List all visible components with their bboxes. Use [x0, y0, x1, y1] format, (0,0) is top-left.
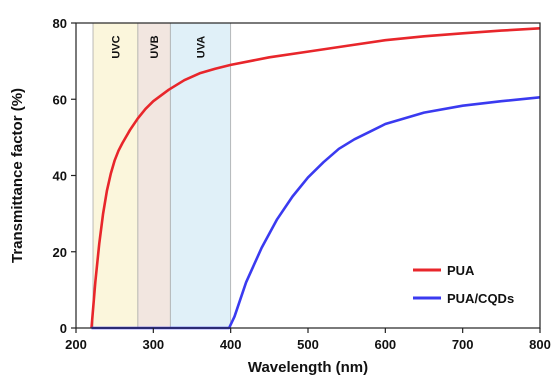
band-uvb: [137, 22, 171, 329]
legend-label: PUA: [447, 263, 475, 278]
x-tick-label: 600: [374, 337, 396, 352]
y-tick-label: 60: [53, 92, 67, 107]
band-uvc: [92, 22, 139, 329]
x-axis-title: Wavelength (nm): [248, 359, 368, 376]
y-tick-label: 20: [53, 245, 67, 260]
band-uva: [169, 22, 232, 329]
series-line-pua-cqds: [91, 96, 541, 330]
legend: PUA PUA/CQDs: [413, 263, 514, 306]
y-tick-label: 0: [60, 321, 67, 336]
x-tick-label: 400: [220, 337, 242, 352]
x-tick-label: 200: [65, 337, 87, 352]
x-tick-label: 300: [142, 337, 164, 352]
band-label-uva: UVA: [196, 36, 208, 58]
x-tick-label: 800: [529, 337, 551, 352]
series-line-pua: [90, 27, 541, 329]
axis-ticks: 200 300 400 500 600 700 800 0 20 40 60 80: [53, 16, 551, 352]
y-tick-label: 40: [53, 169, 67, 184]
band-label-uvc: UVC: [110, 35, 122, 58]
band-label-uvb: UVB: [149, 35, 161, 58]
legend-label: PUA/CQDs: [447, 291, 514, 306]
y-tick-label: 80: [53, 16, 67, 31]
series-lines: [90, 27, 541, 330]
y-axis-title: Transmittance factor (%): [9, 88, 26, 263]
x-tick-label: 500: [297, 337, 319, 352]
uv-bands: UVC UVB UVA: [92, 22, 232, 329]
x-tick-label: 700: [452, 337, 474, 352]
